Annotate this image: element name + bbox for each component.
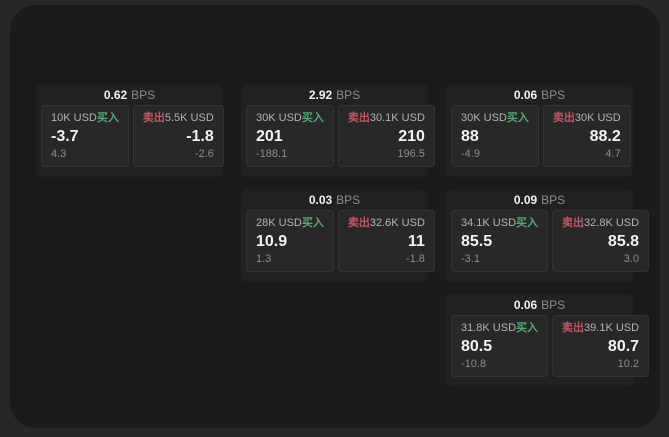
bps-header: 0.06 BPS xyxy=(446,294,633,315)
buy-price: 10.9 xyxy=(256,233,288,250)
sell-delta: -2.6 xyxy=(194,148,214,160)
sell-label: 卖出 xyxy=(562,322,585,334)
sell-amount: 30.1K USD xyxy=(369,112,425,124)
sell-amount: 39.1K USD xyxy=(584,322,640,334)
buy-price: 201 xyxy=(256,128,283,145)
buy-panel[interactable]: 31.8K USD 买入 80.5 -10.8 xyxy=(451,315,549,377)
quote-card-5: 0.09 BPS 34.1K USD 买入 85.5 -3.1 卖出 32.8K… xyxy=(446,189,650,282)
sell-price: 80.7 xyxy=(607,338,640,355)
sell-price: -1.8 xyxy=(186,128,214,145)
sell-amount: 32.6K USD xyxy=(369,217,425,229)
sell-amount: 30K USD xyxy=(574,112,621,124)
buy-amount: 28K USD xyxy=(256,217,302,229)
buy-label: 买入 xyxy=(96,112,119,124)
sell-panel[interactable]: 卖出 32.8K USD 85.8 3.0 xyxy=(552,210,650,272)
buy-amount: 30K USD xyxy=(461,112,507,124)
bps-unit-label: BPS xyxy=(131,87,156,102)
sell-panel[interactable]: 卖出 5.5K USD -1.8 -2.6 xyxy=(132,105,224,167)
trading-dashboard-window: 0.62 BPS 10K USD 买入 -3.7 4.3 卖出 5.5K USD… xyxy=(10,5,660,428)
buy-label: 买入 xyxy=(301,112,324,124)
buy-delta: 1.3 xyxy=(256,253,272,265)
buy-label: 买入 xyxy=(506,112,529,124)
buy-price: -3.7 xyxy=(51,128,79,145)
buy-amount: 31.8K USD xyxy=(461,322,517,334)
buy-panel[interactable]: 28K USD 买入 10.9 1.3 xyxy=(246,210,334,272)
sell-label: 卖出 xyxy=(142,112,165,124)
bps-header: 0.06 BPS xyxy=(446,84,633,105)
buy-panel[interactable]: 34.1K USD 买入 85.5 -3.1 xyxy=(451,210,549,272)
sell-price: 85.8 xyxy=(607,233,640,250)
sell-price: 88.2 xyxy=(589,128,621,145)
bps-unit-label: BPS xyxy=(541,87,566,102)
sell-delta: 4.7 xyxy=(605,148,621,160)
buy-price: 80.5 xyxy=(461,338,493,355)
buy-label: 买入 xyxy=(516,217,539,229)
bps-value: 2.92 xyxy=(308,87,333,102)
bps-header: 0.03 BPS xyxy=(241,189,428,210)
quote-card-4: 0.03 BPS 28K USD 买入 10.9 1.3 卖出 32.6K US… xyxy=(241,189,435,282)
buy-label: 买入 xyxy=(301,217,324,229)
buy-panel[interactable]: 30K USD 买入 88 -4.9 xyxy=(451,105,539,167)
sell-amount: 5.5K USD xyxy=(164,112,214,124)
sell-panel[interactable]: 卖出 30.1K USD 210 196.5 xyxy=(337,105,435,167)
sell-label: 卖出 xyxy=(347,112,370,124)
buy-label: 买入 xyxy=(516,322,539,334)
buy-delta: -10.8 xyxy=(461,358,487,370)
sell-label: 卖出 xyxy=(562,217,585,229)
sell-delta: 3.0 xyxy=(623,253,640,265)
bps-unit-label: BPS xyxy=(336,192,361,207)
bps-unit-label: BPS xyxy=(336,87,361,102)
sell-delta: 10.2 xyxy=(617,358,640,370)
sell-delta: -1.8 xyxy=(405,253,425,265)
buy-delta: -4.9 xyxy=(461,148,480,160)
buy-delta: -3.1 xyxy=(461,253,480,265)
bps-header: 0.62 BPS xyxy=(36,84,223,105)
buy-panel[interactable]: 30K USD 买入 201 -188.1 xyxy=(246,105,334,167)
bps-value: 0.09 xyxy=(513,192,538,207)
sell-price: 210 xyxy=(398,128,425,145)
bps-unit-label: BPS xyxy=(541,297,566,312)
sell-price: 11 xyxy=(407,233,425,250)
sell-label: 卖出 xyxy=(552,112,575,124)
buy-price: 85.5 xyxy=(461,233,493,250)
bps-header: 0.09 BPS xyxy=(446,189,633,210)
bps-header: 2.92 BPS xyxy=(241,84,428,105)
quote-card-3: 0.06 BPS 30K USD 买入 88 -4.9 卖出 30K USD 8… xyxy=(446,84,633,177)
sell-delta: 196.5 xyxy=(397,148,425,160)
bps-value: 0.03 xyxy=(308,192,333,207)
sell-amount: 32.8K USD xyxy=(584,217,640,229)
buy-amount: 10K USD xyxy=(51,112,97,124)
buy-panel[interactable]: 10K USD 买入 -3.7 4.3 xyxy=(41,105,129,167)
sell-panel[interactable]: 卖出 39.1K USD 80.7 10.2 xyxy=(552,315,650,377)
quote-card-6: 0.06 BPS 31.8K USD 买入 80.5 -10.8 卖出 39.1… xyxy=(446,294,650,387)
buy-delta: -188.1 xyxy=(256,148,288,160)
bps-value: 0.62 xyxy=(103,87,128,102)
buy-price: 88 xyxy=(461,128,479,145)
sell-panel[interactable]: 卖出 30K USD 88.2 4.7 xyxy=(542,105,631,167)
buy-amount: 34.1K USD xyxy=(461,217,517,229)
sell-label: 卖出 xyxy=(347,217,370,229)
buy-amount: 30K USD xyxy=(256,112,302,124)
quote-card-2: 2.92 BPS 30K USD 买入 201 -188.1 卖出 30.1K … xyxy=(241,84,435,177)
quote-card-1: 0.62 BPS 10K USD 买入 -3.7 4.3 卖出 5.5K USD… xyxy=(36,84,224,177)
sell-panel[interactable]: 卖出 32.6K USD 11 -1.8 xyxy=(337,210,435,272)
bps-unit-label: BPS xyxy=(541,192,566,207)
bps-value: 0.06 xyxy=(513,87,538,102)
bps-value: 0.06 xyxy=(513,297,538,312)
buy-delta: 4.3 xyxy=(51,148,67,160)
